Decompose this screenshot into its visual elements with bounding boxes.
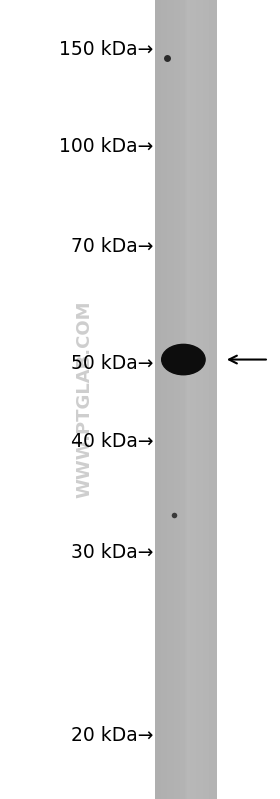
Text: 50 kDa→: 50 kDa→ [71, 354, 153, 373]
Text: 100 kDa→: 100 kDa→ [59, 137, 153, 156]
Text: 20 kDa→: 20 kDa→ [71, 725, 153, 745]
Text: WWW.PTGLAB.COM: WWW.PTGLAB.COM [75, 300, 93, 499]
Ellipse shape [162, 344, 205, 375]
Text: 70 kDa→: 70 kDa→ [71, 237, 153, 256]
Text: 40 kDa→: 40 kDa→ [71, 432, 153, 451]
Text: 150 kDa→: 150 kDa→ [59, 40, 153, 59]
Text: 30 kDa→: 30 kDa→ [71, 543, 153, 562]
